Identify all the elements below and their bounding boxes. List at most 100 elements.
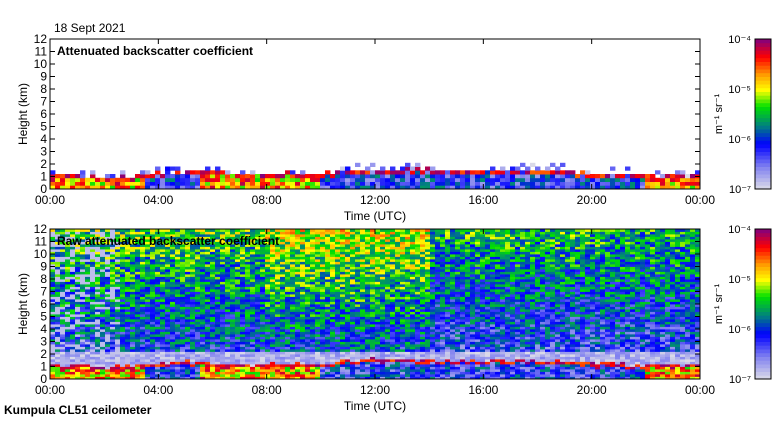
heatmap-cell [135, 269, 140, 272]
heatmap-cell [265, 277, 270, 280]
heatmap-cell [200, 257, 205, 260]
heatmap-cell [360, 277, 365, 280]
heatmap-cell [145, 357, 150, 360]
heatmap-cell [120, 374, 125, 377]
heatmap-cell [235, 257, 240, 260]
heatmap-cell [445, 174, 450, 178]
heatmap-cell [390, 282, 395, 285]
heatmap-cell [245, 364, 250, 367]
heatmap-cell [390, 327, 395, 330]
heatmap-cell [310, 249, 315, 252]
heatmap-cell [610, 182, 615, 186]
heatmap-cell [300, 342, 305, 345]
heatmap-cell [300, 178, 305, 182]
heatmap-cell [270, 274, 275, 277]
heatmap-cell [270, 314, 275, 317]
heatmap-cell [250, 374, 255, 377]
heatmap-cell [95, 322, 100, 325]
heatmap-cell [200, 337, 205, 340]
heatmap-cell [395, 329, 400, 332]
heatmap-cell [175, 272, 180, 275]
heatmap-cell [185, 319, 190, 322]
heatmap-cell [215, 364, 220, 367]
heatmap-cell [280, 232, 285, 235]
colorbar-segment [755, 92, 771, 96]
heatmap-cell [150, 297, 155, 300]
heatmap-cell [85, 287, 90, 290]
heatmap-cell [130, 257, 135, 260]
heatmap-cell [170, 352, 175, 355]
heatmap-cell [195, 339, 200, 342]
heatmap-cell [320, 272, 325, 275]
heatmap-cell [230, 334, 235, 337]
heatmap-cell [325, 342, 330, 345]
heatmap-cell [80, 317, 85, 320]
heatmap-cell [160, 277, 165, 280]
heatmap-cell [65, 254, 70, 257]
heatmap-cell [140, 269, 145, 272]
heatmap-cell [320, 354, 325, 357]
heatmap-cell [650, 182, 655, 186]
heatmap-cell [390, 372, 395, 375]
heatmap-cell [185, 262, 190, 265]
heatmap-cell [150, 367, 155, 370]
heatmap-cell [200, 292, 205, 295]
heatmap-cell [120, 284, 125, 287]
heatmap-cell [365, 319, 370, 322]
heatmap-cell [190, 319, 195, 322]
heatmap-cell [105, 322, 110, 325]
heatmap-cell [375, 287, 380, 290]
heatmap-cell [320, 237, 325, 240]
heatmap-cell [195, 369, 200, 372]
heatmap-cell [225, 354, 230, 357]
heatmap-cell [380, 277, 385, 280]
heatmap-cell [325, 302, 330, 305]
heatmap-cell [380, 257, 385, 260]
heatmap-cell [275, 374, 280, 377]
heatmap-cell [110, 369, 115, 372]
heatmap-cell [285, 174, 290, 178]
heatmap-cell [385, 342, 390, 345]
heatmap-cell [260, 364, 265, 367]
heatmap-cell [250, 272, 255, 275]
heatmap-cell [185, 367, 190, 370]
heatmap-cell [500, 178, 505, 182]
heatmap-cell [390, 272, 395, 275]
heatmap-cell [205, 292, 210, 295]
heatmap-cell [100, 367, 105, 370]
heatmap-cell [90, 174, 95, 178]
heatmap-cell [190, 344, 195, 347]
heatmap-cell [670, 178, 675, 182]
heatmap-cell [100, 284, 105, 287]
heatmap-cell [225, 282, 230, 285]
heatmap-cell [265, 334, 270, 337]
heatmap-cell [185, 252, 190, 255]
heatmap-cell [365, 170, 370, 174]
heatmap-cell [285, 369, 290, 372]
heatmap-cell [60, 329, 65, 332]
heatmap-cell [165, 269, 170, 272]
heatmap-cell [65, 374, 70, 377]
heatmap-cell [275, 178, 280, 182]
heatmap-cell [195, 329, 200, 332]
heatmap-cell [210, 259, 215, 262]
heatmap-cell [310, 337, 315, 340]
heatmap-cell [155, 287, 160, 290]
heatmap-cell [170, 249, 175, 252]
heatmap-cell [225, 329, 230, 332]
heatmap-cell [220, 292, 225, 295]
heatmap-cell [105, 284, 110, 287]
heatmap-cell [335, 272, 340, 275]
heatmap-cell [130, 369, 135, 372]
heatmap-cell [585, 170, 590, 174]
heatmap-cell [180, 287, 185, 290]
heatmap-cell [395, 257, 400, 260]
heatmap-cell [115, 317, 120, 320]
heatmap-cell [195, 319, 200, 322]
heatmap-cell [280, 267, 285, 270]
heatmap-cell [185, 334, 190, 337]
heatmap-cell [145, 317, 150, 320]
heatmap-cell [160, 347, 165, 350]
heatmap-cell [215, 262, 220, 265]
heatmap-cell [370, 359, 375, 362]
